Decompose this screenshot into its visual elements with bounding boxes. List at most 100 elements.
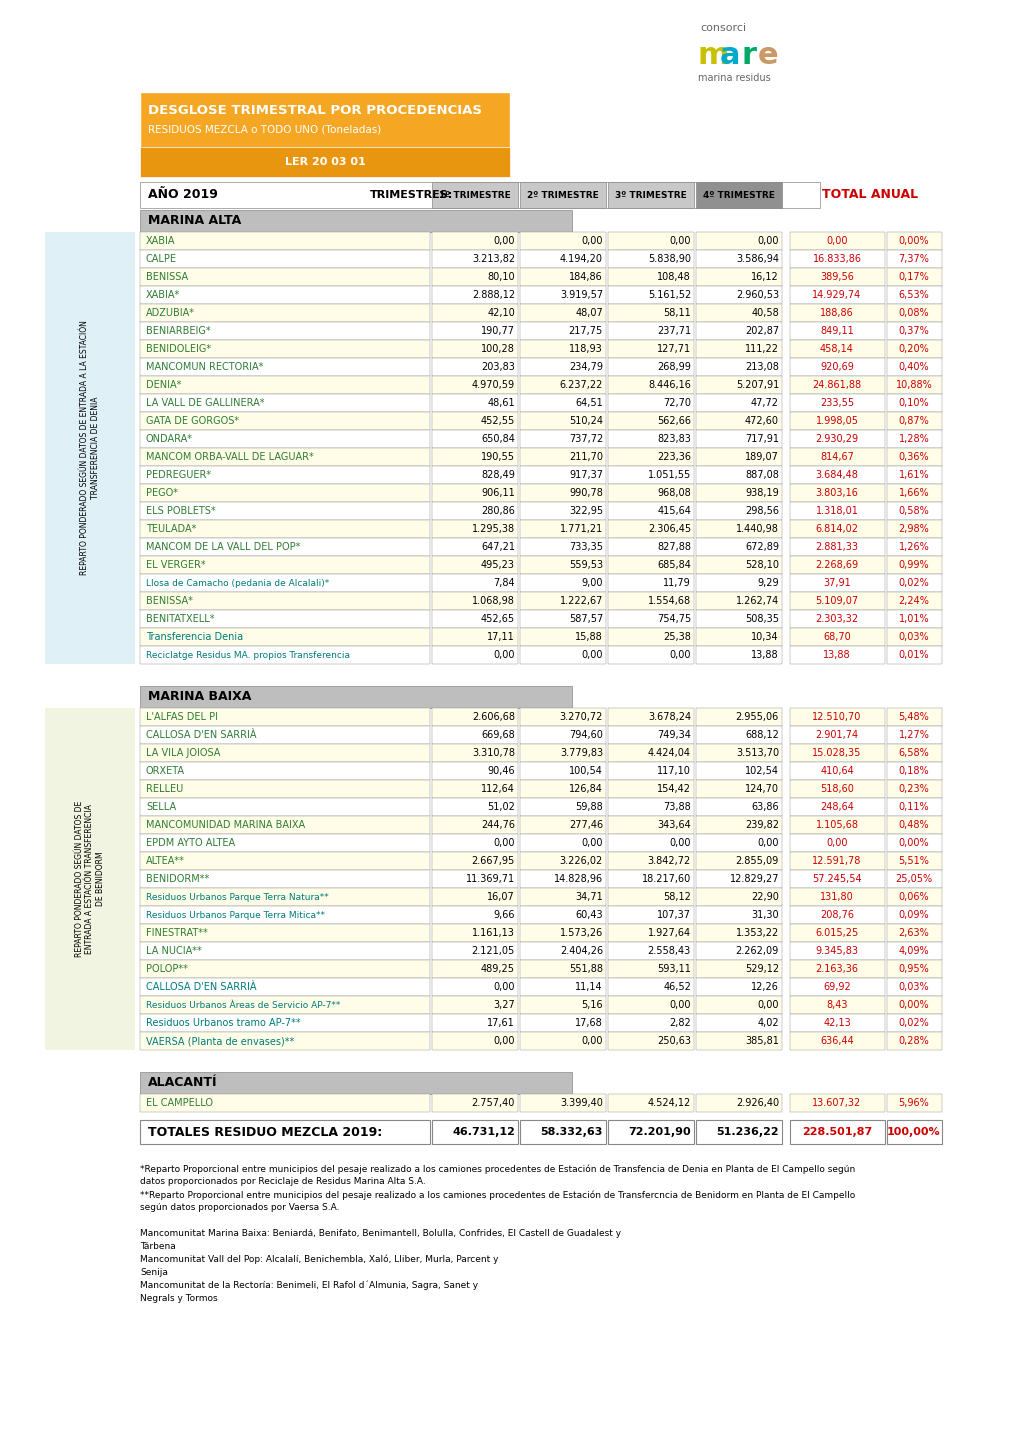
Text: 3.270,72: 3.270,72 — [559, 712, 602, 722]
Text: 0,08%: 0,08% — [898, 309, 928, 319]
Bar — [140, 211, 572, 232]
Bar — [887, 358, 942, 376]
Bar — [790, 538, 884, 557]
Bar — [520, 557, 605, 574]
Text: 495,23: 495,23 — [481, 559, 515, 570]
Bar — [887, 888, 942, 906]
Bar — [695, 466, 782, 485]
Bar — [790, 725, 884, 744]
Text: 12,26: 12,26 — [750, 982, 779, 992]
Text: 4,02: 4,02 — [757, 1018, 779, 1028]
Bar — [790, 232, 884, 249]
Bar — [520, 780, 605, 797]
Bar — [607, 557, 693, 574]
Text: 4.424,04: 4.424,04 — [647, 748, 690, 758]
Bar — [695, 780, 782, 797]
Text: 12.829,27: 12.829,27 — [729, 874, 779, 884]
Bar — [695, 430, 782, 448]
Text: 100,28: 100,28 — [481, 345, 515, 353]
Bar — [432, 708, 518, 725]
Bar — [140, 978, 430, 996]
Text: 3.919,57: 3.919,57 — [559, 290, 602, 300]
Bar — [432, 610, 518, 629]
Bar — [520, 358, 605, 376]
Bar — [790, 448, 884, 466]
Text: 528,10: 528,10 — [744, 559, 779, 570]
Text: 1.068,98: 1.068,98 — [472, 596, 515, 606]
Text: 0,10%: 0,10% — [898, 398, 928, 408]
Text: 13.607,32: 13.607,32 — [811, 1097, 861, 1107]
Text: 154,42: 154,42 — [656, 784, 690, 795]
Bar — [607, 304, 693, 322]
Bar — [695, 996, 782, 1014]
Text: 0,11%: 0,11% — [898, 802, 928, 812]
Text: EL VERGER*: EL VERGER* — [146, 559, 206, 570]
Bar — [140, 725, 430, 744]
Bar — [520, 466, 605, 485]
Text: 0,20%: 0,20% — [898, 345, 928, 353]
Text: 0,00: 0,00 — [493, 650, 515, 660]
Text: 69,92: 69,92 — [822, 982, 850, 992]
Text: 13,88: 13,88 — [822, 650, 850, 660]
Text: 117,10: 117,10 — [656, 766, 690, 776]
Bar — [432, 358, 518, 376]
Bar — [887, 924, 942, 942]
Text: 112,64: 112,64 — [481, 784, 515, 795]
Text: 11,79: 11,79 — [662, 578, 690, 588]
Text: 217,75: 217,75 — [569, 326, 602, 336]
Bar — [887, 744, 942, 761]
Bar — [607, 960, 693, 978]
Bar — [520, 744, 605, 761]
Text: 58,12: 58,12 — [662, 893, 690, 903]
Text: Residuos Urbanos Parque Terra Natura**: Residuos Urbanos Parque Terra Natura** — [146, 893, 328, 901]
Text: 0,00%: 0,00% — [898, 838, 928, 848]
Text: Senija: Senija — [140, 1268, 168, 1278]
Bar — [432, 960, 518, 978]
Text: 7,37%: 7,37% — [898, 254, 928, 264]
Text: 16,07: 16,07 — [487, 893, 515, 903]
Bar — [140, 646, 430, 663]
Bar — [520, 249, 605, 268]
Text: 0,00: 0,00 — [581, 236, 602, 247]
Bar — [887, 725, 942, 744]
Bar — [887, 646, 942, 663]
Text: 107,37: 107,37 — [656, 910, 690, 920]
Text: XABIA*: XABIA* — [146, 290, 180, 300]
Bar — [695, 1094, 782, 1112]
Text: 10,88%: 10,88% — [895, 381, 931, 389]
Text: MANCOM ORBA-VALL DE LAGUAR*: MANCOM ORBA-VALL DE LAGUAR* — [146, 451, 314, 461]
Text: 1.051,55: 1.051,55 — [647, 470, 690, 480]
Text: 7,84: 7,84 — [493, 578, 515, 588]
Bar — [140, 780, 430, 797]
Bar — [695, 761, 782, 780]
Bar — [790, 340, 884, 358]
Bar — [790, 1094, 884, 1112]
Text: 415,64: 415,64 — [656, 506, 690, 516]
Bar — [140, 304, 430, 322]
Bar — [520, 502, 605, 521]
Bar — [695, 232, 782, 249]
Text: DENIA*: DENIA* — [146, 381, 181, 389]
Text: 9,29: 9,29 — [757, 578, 779, 588]
Text: 887,08: 887,08 — [745, 470, 779, 480]
Text: 0,00: 0,00 — [581, 1035, 602, 1045]
Text: 90,46: 90,46 — [487, 766, 515, 776]
Text: L'ALFAS DEL PI: L'ALFAS DEL PI — [146, 712, 218, 722]
Bar — [140, 1032, 430, 1050]
Text: 124,70: 124,70 — [744, 784, 779, 795]
Text: 0,00: 0,00 — [493, 982, 515, 992]
Text: POLOP**: POLOP** — [146, 965, 187, 973]
Bar — [140, 833, 430, 852]
Text: 2.306,45: 2.306,45 — [647, 523, 690, 534]
Bar — [432, 448, 518, 466]
Text: 3,27: 3,27 — [493, 999, 515, 1009]
Text: 1.222,67: 1.222,67 — [559, 596, 602, 606]
Text: 6.015,25: 6.015,25 — [814, 929, 858, 937]
Bar — [520, 304, 605, 322]
Bar — [607, 593, 693, 610]
Bar — [790, 1032, 884, 1050]
Text: 111,22: 111,22 — [744, 345, 779, 353]
Bar — [887, 708, 942, 725]
Bar — [607, 761, 693, 780]
Bar — [607, 376, 693, 394]
